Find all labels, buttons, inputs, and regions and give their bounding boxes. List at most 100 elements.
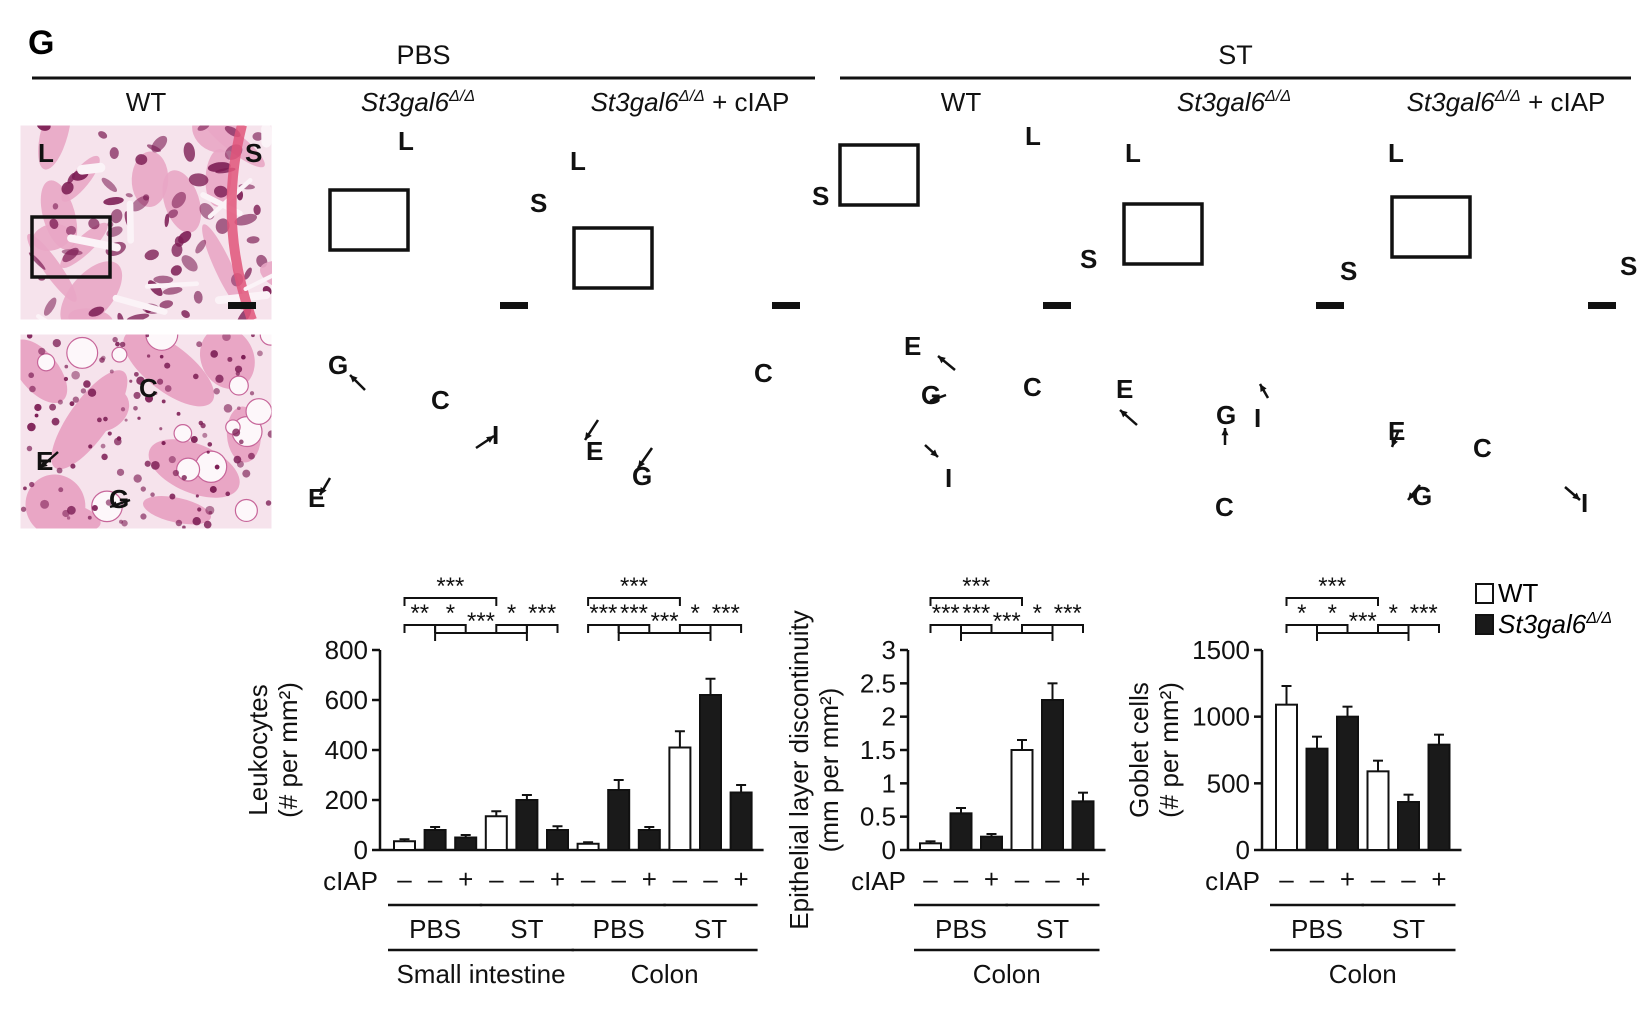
nucleus: [150, 460, 160, 470]
nucleus: [112, 336, 118, 343]
nucleus: [1184, 396, 1191, 403]
nucleus: [1073, 462, 1077, 466]
nucleus-cluster: [509, 213, 528, 229]
nucleus: [1418, 461, 1424, 467]
nucleus-cluster: [1401, 174, 1415, 189]
nucleus: [1520, 336, 1528, 344]
nucleus-cluster: [783, 128, 802, 148]
nucleus: [1582, 447, 1589, 454]
nucleus: [49, 403, 57, 411]
nucleus: [1529, 375, 1533, 379]
nucleus: [342, 495, 349, 502]
nucleus: [1017, 422, 1023, 428]
column-title: St3gal6Δ/Δ + cIAP: [591, 87, 790, 117]
nucleus: [369, 339, 373, 343]
nucleus-cluster: [1206, 211, 1218, 227]
nucleus: [1334, 348, 1339, 353]
nucleus: [210, 350, 218, 358]
nucleus-cluster: [521, 274, 535, 280]
nucleus-cluster: [1481, 235, 1500, 248]
nucleus: [436, 465, 443, 472]
nucleus-cluster: [900, 140, 915, 156]
lumen-gap: [1022, 214, 1066, 242]
nucleus-cluster: [183, 142, 196, 162]
nucleus: [360, 474, 364, 478]
ciap-marker: –: [1015, 864, 1030, 894]
nucleus-cluster: [1012, 284, 1032, 295]
cell-label: G: [1412, 481, 1432, 511]
nucleus: [175, 519, 183, 527]
goblet-vacuole: [245, 398, 272, 425]
nucleus: [625, 493, 630, 498]
cell-label: G: [1216, 400, 1236, 430]
nucleus-cluster: [635, 147, 648, 167]
nucleus: [137, 416, 141, 420]
nucleus: [663, 414, 669, 420]
nucleus: [869, 447, 874, 452]
epithelium: [20, 339, 68, 404]
scale-bar: [1043, 302, 1071, 309]
significance-bracket: [960, 632, 1054, 641]
nucleus-cluster: [1240, 223, 1260, 232]
arrow-head: [1391, 439, 1398, 447]
nucleus-cluster: [342, 263, 352, 277]
nucleus: [658, 362, 662, 366]
ciap-marker: –: [611, 864, 626, 894]
nucleus: [810, 366, 815, 371]
nucleus: [1573, 394, 1580, 401]
nucleus: [248, 452, 255, 460]
nucleus: [1485, 382, 1489, 386]
nucleus: [192, 516, 201, 526]
nucleus: [168, 456, 176, 464]
goblet-vacuole: [36, 353, 56, 372]
nucleus: [1557, 403, 1562, 408]
nucleus: [1150, 359, 1159, 368]
goblet-vacuole: [1049, 331, 1065, 347]
title-suffix: + cIAP: [1521, 87, 1606, 117]
arrow-head: [930, 449, 938, 457]
nucleus: [1389, 409, 1393, 413]
lumen-gap: [1587, 224, 1618, 227]
nucleus: [409, 438, 417, 446]
nucleus: [1589, 499, 1597, 507]
crypt: [474, 277, 518, 327]
nucleus: [365, 500, 369, 504]
nucleus-cluster: [1099, 154, 1123, 169]
goblet-vacuole: [1100, 339, 1125, 364]
group-label: PBS: [409, 914, 461, 944]
nucleus-cluster: [841, 178, 859, 203]
nucleus: [1510, 460, 1518, 468]
nucleus: [363, 410, 371, 418]
nucleus-cluster: [336, 260, 347, 271]
nucleus: [359, 406, 363, 410]
goblet-vacuole: [1523, 415, 1551, 443]
nucleus: [473, 507, 476, 510]
ciap-row-label: cIAP: [851, 866, 906, 896]
nucleus: [1012, 420, 1019, 427]
cell-label: E: [1116, 374, 1133, 404]
epithelium: [1058, 432, 1173, 561]
nucleus: [64, 364, 69, 369]
panel-frame: [19, 124, 273, 321]
nucleus-cluster: [1522, 295, 1542, 308]
nucleus-cluster: [677, 184, 686, 195]
nucleus-cluster: [1254, 309, 1262, 319]
ciap-row-label: cIAP: [323, 866, 378, 896]
tissue-label: L: [38, 138, 54, 168]
nucleus: [1156, 472, 1162, 478]
nucleus-cluster: [487, 238, 509, 249]
nucleus: [1424, 520, 1431, 527]
nucleus: [806, 332, 814, 340]
cell-label: C: [431, 385, 450, 415]
nucleus-cluster: [162, 286, 183, 295]
epithelium: [1292, 405, 1359, 529]
nucleus: [1159, 341, 1167, 349]
nucleus: [380, 489, 384, 493]
significance-bracket: [403, 597, 498, 606]
crypt: [772, 223, 832, 282]
tissue-label: Small intestine: [396, 959, 565, 989]
nucleus: [1253, 352, 1259, 358]
goblet-vacuole: [971, 437, 984, 450]
nucleus: [736, 449, 742, 455]
nucleus-cluster: [590, 295, 607, 316]
